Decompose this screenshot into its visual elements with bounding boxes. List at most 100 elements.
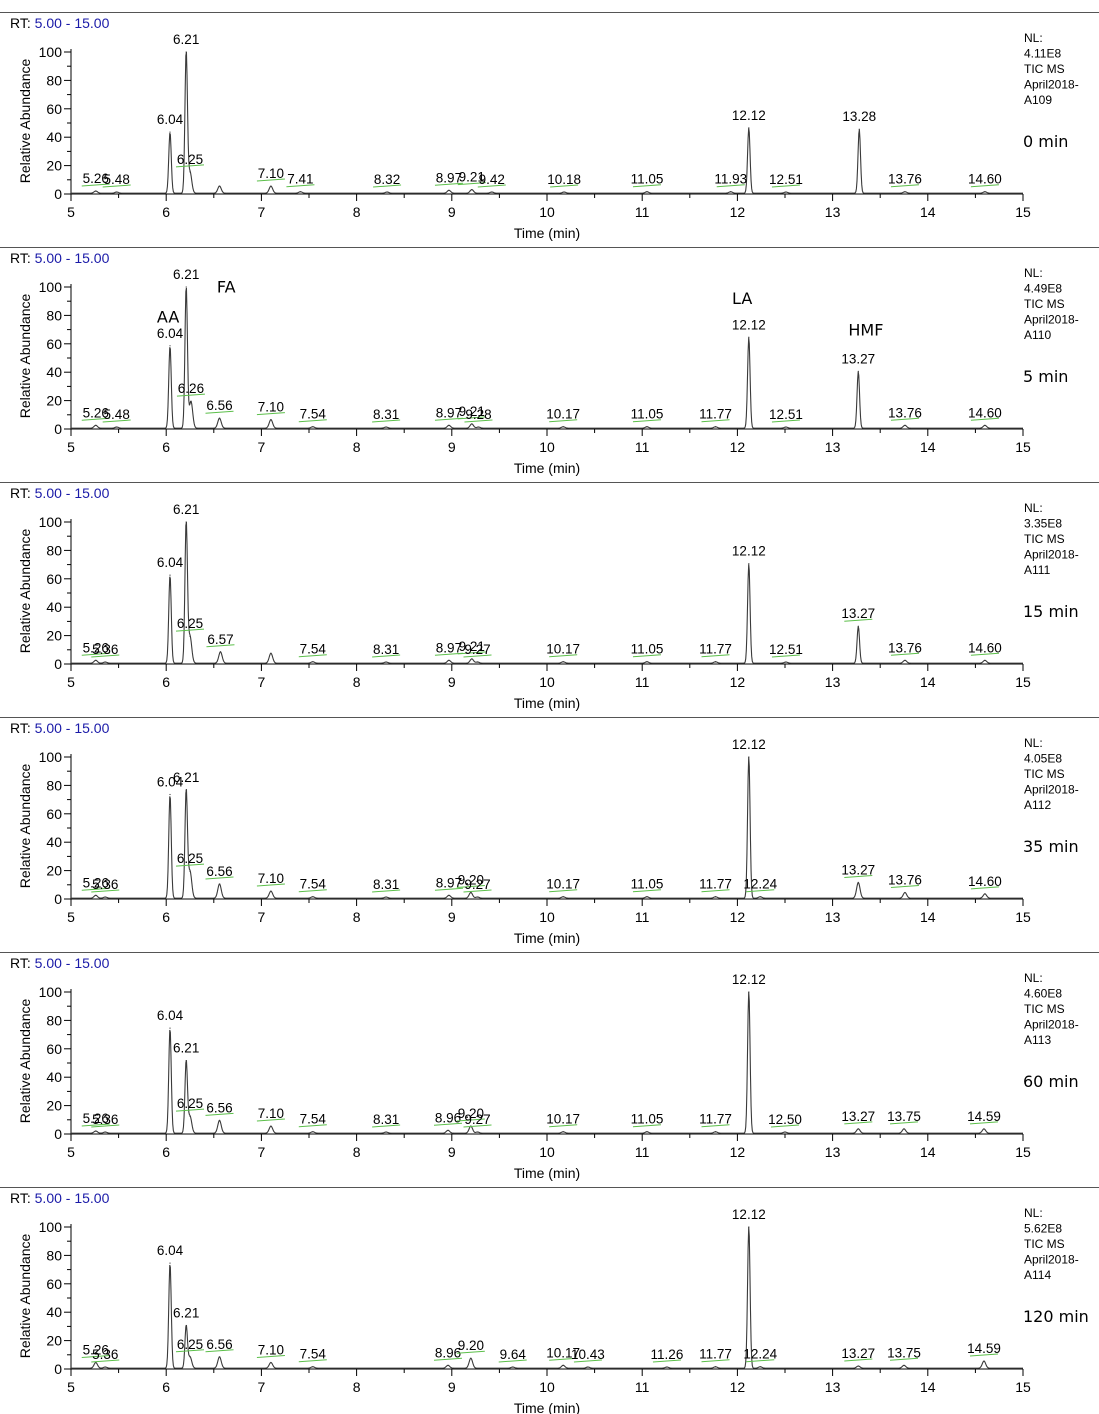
peak-marker bbox=[857, 625, 859, 627]
y-tick-label: 40 bbox=[46, 1069, 62, 1085]
peak-marker bbox=[169, 1262, 171, 1264]
peak-label: 7.10 bbox=[258, 400, 284, 415]
rt-range-label: RT: 5.00 - 15.00 bbox=[10, 1190, 110, 1206]
x-tick-label: 7 bbox=[258, 204, 266, 220]
peak-label: 6.56 bbox=[206, 1337, 232, 1352]
peak-label-leader bbox=[549, 419, 578, 423]
peak-label-leader bbox=[81, 417, 110, 421]
peak-marker bbox=[312, 661, 314, 663]
peak-marker bbox=[312, 896, 314, 898]
y-axis-label: Relative Abundance bbox=[17, 294, 33, 419]
peak-label: 9.27 bbox=[464, 877, 490, 892]
nl-info-line: April2018- bbox=[1024, 548, 1079, 562]
nl-info-line: A114 bbox=[1024, 1268, 1051, 1282]
peak-marker bbox=[219, 651, 222, 653]
peak-label-leader bbox=[433, 1357, 463, 1361]
peak-label: 5.36 bbox=[92, 1347, 118, 1362]
peak-label: 6.04 bbox=[157, 555, 184, 570]
peak-marker bbox=[312, 426, 314, 428]
y-tick-label: 80 bbox=[46, 542, 62, 558]
peak-marker bbox=[563, 191, 565, 193]
peak-label: 10.17 bbox=[546, 877, 580, 892]
nl-info-line: NL: bbox=[1024, 971, 1043, 985]
peak-label-leader bbox=[844, 618, 873, 622]
y-tick-label: 40 bbox=[46, 364, 62, 380]
x-tick-label: 12 bbox=[730, 1379, 746, 1395]
peak-label-leader bbox=[256, 412, 285, 416]
peak-marker bbox=[984, 893, 986, 895]
peak-label: 12.12 bbox=[732, 108, 766, 123]
x-tick-label: 15 bbox=[1015, 674, 1031, 690]
y-axis-label: Relative Abundance bbox=[17, 1234, 33, 1359]
peak-label-leader bbox=[81, 887, 110, 891]
reaction-time-label: 60 min bbox=[1023, 1072, 1079, 1091]
nl-info-line: TIC MS bbox=[1024, 767, 1065, 781]
peak-marker bbox=[785, 661, 787, 663]
peak-label: 7.54 bbox=[300, 407, 327, 422]
compound-annotation: FA bbox=[217, 278, 236, 297]
x-tick-label: 6 bbox=[162, 204, 170, 220]
peak-marker bbox=[714, 1366, 717, 1368]
peak-label: 8.31 bbox=[373, 407, 399, 422]
peak-label-leader bbox=[746, 1359, 775, 1363]
peak-label-leader bbox=[746, 889, 775, 893]
peak-label: 12.12 bbox=[732, 544, 766, 559]
x-tick-label: 11 bbox=[635, 1379, 650, 1395]
peak-label-leader bbox=[652, 1359, 681, 1363]
peak-label-leader bbox=[463, 889, 492, 893]
y-tick-label: 80 bbox=[46, 1247, 62, 1263]
peak-label-leader bbox=[844, 1121, 873, 1125]
tic-trace bbox=[71, 287, 1023, 429]
peak-label-leader bbox=[91, 654, 120, 658]
peak-label: 9.28 bbox=[465, 407, 491, 422]
x-tick-label: 7 bbox=[258, 909, 266, 925]
peak-label-leader bbox=[701, 889, 730, 893]
x-tick-label: 8 bbox=[353, 204, 361, 220]
peak-label: 7.10 bbox=[258, 1106, 284, 1121]
peak-label: 5.36 bbox=[92, 877, 118, 892]
peak-label-leader bbox=[372, 654, 401, 658]
peak-marker bbox=[904, 659, 906, 661]
peak-label: 10.43 bbox=[571, 1347, 605, 1362]
peak-marker bbox=[759, 1366, 761, 1368]
peak-marker bbox=[104, 661, 106, 663]
x-tick-label: 6 bbox=[162, 1379, 170, 1395]
peak-label: 6.21 bbox=[173, 267, 199, 282]
reaction-time-label: 5 min bbox=[1023, 367, 1068, 386]
peak-label: 11.93 bbox=[714, 172, 747, 187]
tic-trace bbox=[71, 756, 1023, 899]
peak-marker bbox=[984, 659, 986, 661]
peak-marker bbox=[646, 1131, 648, 1133]
peak-label: 11.05 bbox=[631, 172, 664, 187]
x-tick-label: 14 bbox=[920, 204, 936, 220]
peak-label-leader bbox=[463, 654, 492, 658]
rt-range-label: RT: 5.00 - 15.00 bbox=[10, 955, 110, 971]
x-tick-label: 7 bbox=[258, 674, 266, 690]
peak-label: 8.31 bbox=[373, 877, 399, 892]
x-tick-label: 6 bbox=[162, 909, 170, 925]
peak-label: 6.56 bbox=[206, 864, 232, 879]
nl-info-line: April2018- bbox=[1024, 1253, 1079, 1267]
x-tick-label: 7 bbox=[258, 1144, 266, 1160]
nl-info-line: TIC MS bbox=[1024, 1237, 1065, 1251]
x-tick-label: 13 bbox=[825, 1144, 841, 1160]
x-tick-label: 13 bbox=[825, 674, 841, 690]
peak-label-leader bbox=[81, 652, 110, 656]
x-tick-label: 14 bbox=[920, 1379, 936, 1395]
y-tick-label: 20 bbox=[46, 863, 62, 879]
x-tick-label: 5 bbox=[67, 1144, 75, 1160]
peak-label-leader bbox=[889, 1357, 919, 1361]
peak-marker bbox=[189, 171, 191, 173]
peak-label: 5.26 bbox=[83, 171, 109, 186]
peak-marker bbox=[646, 661, 648, 663]
y-tick-label: 20 bbox=[46, 1333, 62, 1349]
peak-marker bbox=[218, 185, 221, 187]
peak-marker bbox=[476, 661, 479, 663]
x-axis-label: Time (min) bbox=[514, 695, 580, 711]
x-tick-label: 10 bbox=[539, 204, 555, 220]
chromatogram-panel: RT: 5.00 - 15.00 NL: 4.11E8 TIC MS April2018… bbox=[0, 0, 1099, 241]
x-tick-label: 11 bbox=[635, 204, 650, 220]
